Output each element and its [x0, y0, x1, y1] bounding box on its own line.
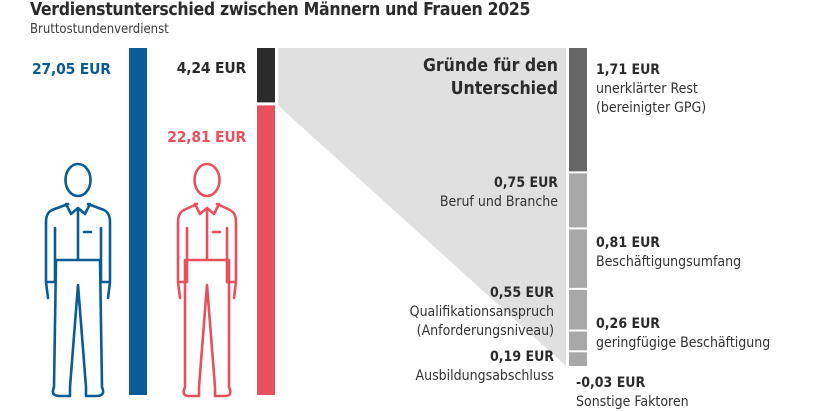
text: (Anforderungsniveau)	[416, 323, 554, 339]
breakdown-segment	[569, 173, 587, 228]
breakdown-bar	[569, 48, 587, 366]
bar-men	[129, 48, 147, 395]
gap-value-label: 4,24 EUR	[176, 59, 246, 77]
label-employment-scope: 0,81 EUR Beschäftigungsumfang	[596, 234, 741, 272]
label-occupation: 0,75 EUR Beruf und Branche	[440, 174, 558, 212]
value: 0,55 EUR	[490, 285, 554, 301]
text: Qualifikationsanspruch	[409, 304, 554, 320]
women-value-label: 22,81 EUR	[167, 128, 246, 146]
label-other: -0,03 EUR Sonstige Faktoren	[576, 374, 689, 412]
breakdown-segment	[569, 48, 587, 172]
text: Beschäftigungsumfang	[596, 254, 742, 270]
chart-subtitle: Bruttostundenverdienst	[30, 22, 169, 37]
breakdown-title: Gründe für den Unterschied	[422, 56, 558, 99]
label-minor-employment: 0,26 EUR geringfügige Beschäftigung	[596, 315, 770, 353]
text: Beruf und Branche	[439, 194, 558, 210]
text: Sonstige Faktoren	[576, 394, 689, 410]
text: Ausbildungsabschluss	[415, 368, 554, 384]
label-education: 0,19 EUR Ausbildungsabschluss	[416, 348, 554, 386]
value: 0,26 EUR	[596, 316, 660, 332]
label-unexplained: 1,71 EUR unerklärter Rest (bereinigter G…	[596, 61, 706, 118]
breakdown-segment	[569, 352, 587, 366]
breakdown-segment	[569, 289, 587, 330]
breakdown-segment	[569, 229, 587, 288]
text: unerklärter Rest	[596, 81, 698, 97]
men-value-label: 27,05 EUR	[32, 60, 111, 78]
label-qualification: 0,55 EUR Qualifikationsanspruch (Anforde…	[410, 284, 554, 341]
value: -0,03 EUR	[576, 375, 646, 391]
bar-gap	[257, 48, 275, 103]
value: 1,71 EUR	[596, 62, 660, 78]
bar-women	[257, 105, 275, 396]
breakdown-wedge	[278, 48, 566, 366]
breakdown-segment	[569, 331, 587, 351]
value: 0,81 EUR	[596, 235, 660, 251]
value: 0,75 EUR	[494, 175, 558, 191]
chart-title: Verdienstunterschied zwischen Männern un…	[30, 0, 531, 20]
woman-icon	[176, 162, 238, 398]
text: geringfügige Beschäftigung	[596, 335, 771, 351]
text: (bereinigter GPG)	[596, 100, 707, 116]
value: 0,19 EUR	[490, 349, 554, 365]
man-icon	[44, 162, 112, 398]
